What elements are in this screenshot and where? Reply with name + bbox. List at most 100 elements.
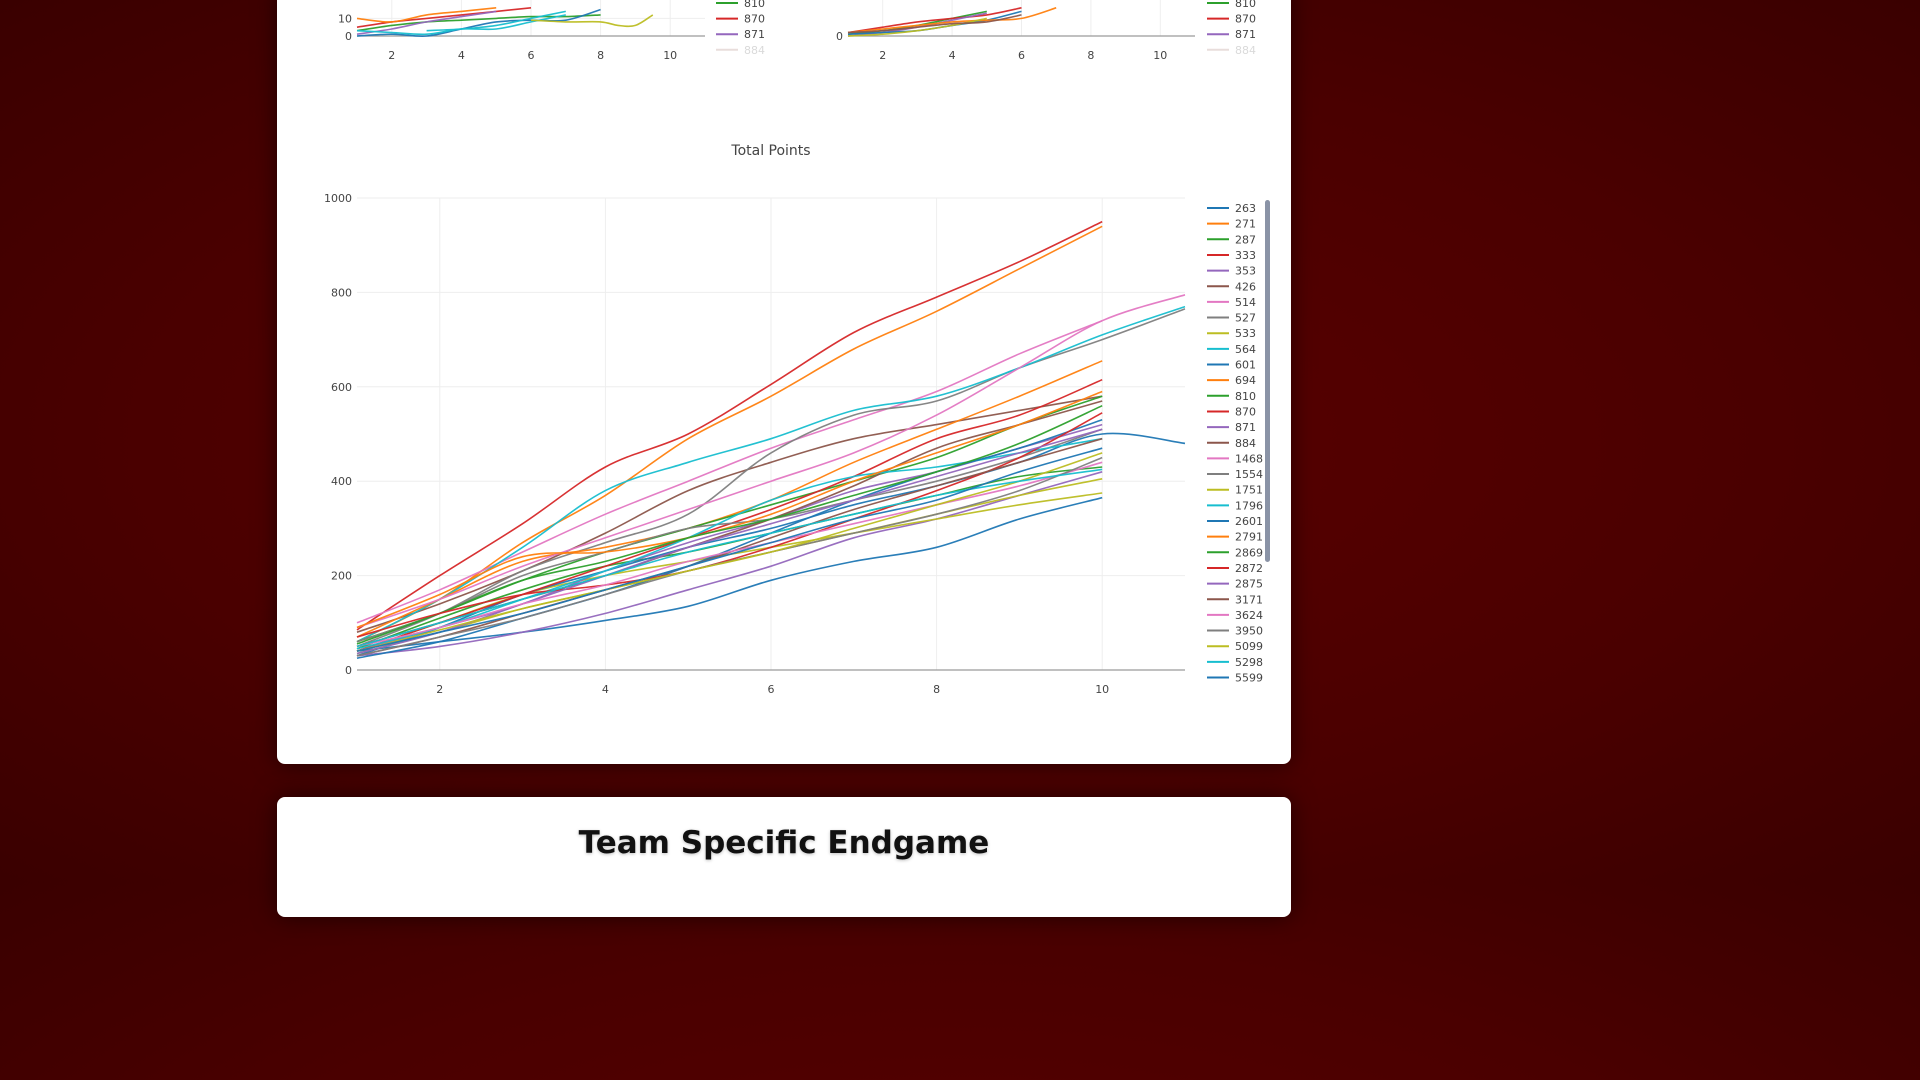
legend-label: 2872 <box>1235 562 1263 575</box>
series-line-5099 <box>356 452 1103 652</box>
legend-label: 2875 <box>1235 578 1263 591</box>
legend-label: 2791 <box>1235 531 1263 544</box>
legend-item-884[interactable]: 884 <box>1207 437 1256 450</box>
legend-label: 1751 <box>1235 484 1263 497</box>
legend-item-5298[interactable]: 5298 <box>1207 656 1263 669</box>
legend-item-810[interactable]: 810 <box>1207 0 1256 10</box>
series-line-3624 <box>356 461 1103 648</box>
legend-item-3950[interactable]: 3950 <box>1207 625 1263 638</box>
legend-label: 810 <box>744 0 765 10</box>
series-line-871 <box>356 10 497 35</box>
legend-item-533[interactable]: 533 <box>1207 327 1256 340</box>
legend-item-871[interactable]: 871 <box>1207 28 1256 41</box>
legend-label: 3950 <box>1235 625 1263 638</box>
series-line-514 <box>356 319 1103 624</box>
y-tick-label: 0 <box>345 664 352 677</box>
legend-label: 287 <box>1235 233 1256 246</box>
series-line-263 <box>356 496 1103 652</box>
legend-item-3624[interactable]: 3624 <box>1207 609 1263 622</box>
series-line-unnamed-6 <box>847 14 1022 34</box>
legend-item-1468[interactable]: 1468 <box>1207 452 1263 465</box>
series-line-564 <box>356 305 1186 643</box>
series-line-694 <box>356 360 1103 638</box>
legend-item-810[interactable]: 810 <box>716 0 765 10</box>
legend-fade <box>714 44 774 59</box>
legend-label: 527 <box>1235 312 1256 325</box>
legend-item-263[interactable]: 263 <box>1207 202 1256 215</box>
y-tick-label: 400 <box>331 475 352 488</box>
legend-label: 694 <box>1235 374 1256 387</box>
y-tick-label: 600 <box>331 381 352 394</box>
x-tick-label: 10 <box>663 49 677 62</box>
series-line-2791 <box>356 390 1103 629</box>
legend-item-870[interactable]: 870 <box>716 13 765 26</box>
legend-item-287[interactable]: 287 <box>1207 233 1256 246</box>
legend-label: 870 <box>744 13 765 26</box>
legend-item-870[interactable]: 870 <box>1207 405 1256 418</box>
series-line-353 <box>356 471 1103 657</box>
legend-item-2601[interactable]: 2601 <box>1207 515 1263 528</box>
legend-item-5599[interactable]: 5599 <box>1207 672 1263 685</box>
legend-label: 871 <box>744 28 765 41</box>
charts-card: 2468100108108708718842468100810870871884… <box>277 0 1291 764</box>
series-line-unnamed-7 <box>426 10 566 32</box>
x-tick-label: 2 <box>879 49 886 62</box>
legend-item-1796[interactable]: 1796 <box>1207 499 1263 512</box>
legend-item-353[interactable]: 353 <box>1207 265 1256 278</box>
endgame-card: Team Specific Endgame <box>277 797 1291 917</box>
x-tick-label: 4 <box>602 683 609 696</box>
legend-label: 353 <box>1235 265 1256 278</box>
legend-item-527[interactable]: 527 <box>1207 312 1256 325</box>
legend-scrollbar[interactable] <box>1265 200 1270 562</box>
x-tick-label: 6 <box>768 683 775 696</box>
legend-item-2869[interactable]: 2869 <box>1207 546 1263 559</box>
x-tick-label: 8 <box>597 49 604 62</box>
legend-item-426[interactable]: 426 <box>1207 280 1256 293</box>
series-line-unnamed-3 <box>356 8 601 37</box>
legend-label: 1796 <box>1235 499 1263 512</box>
section-title: Team Specific Endgame <box>578 825 990 861</box>
legend-label: 1554 <box>1235 468 1263 481</box>
series-line-2601 <box>356 419 1103 659</box>
legend-item-870[interactable]: 870 <box>1207 13 1256 26</box>
series-line-unnamed-6 <box>356 7 497 23</box>
legend-item-871[interactable]: 871 <box>1207 421 1256 434</box>
x-tick-label: 2 <box>388 49 395 62</box>
series-line-5298 <box>356 468 1103 648</box>
legend-item-1554[interactable]: 1554 <box>1207 468 1263 481</box>
legend-item-2875[interactable]: 2875 <box>1207 578 1263 591</box>
legend-label: 3171 <box>1235 593 1263 606</box>
series-line-unnamed-4 <box>847 7 1057 34</box>
legend-item-871[interactable]: 871 <box>716 28 765 41</box>
series-line-5599 <box>356 447 1103 652</box>
legend-item-271[interactable]: 271 <box>1207 218 1256 231</box>
legend-item-5099[interactable]: 5099 <box>1207 640 1263 653</box>
legend-item-514[interactable]: 514 <box>1207 296 1256 309</box>
legend-item-601[interactable]: 601 <box>1207 359 1256 372</box>
legend-item-1751[interactable]: 1751 <box>1207 484 1263 497</box>
series-line-870 <box>847 7 1022 34</box>
series-line-2872 <box>356 412 1103 638</box>
legend-item-3171[interactable]: 3171 <box>1207 593 1263 606</box>
series-line-1468 <box>356 294 1186 629</box>
legend-label: 5099 <box>1235 640 1263 653</box>
legend-item-2872[interactable]: 2872 <box>1207 562 1263 575</box>
legend-item-694[interactable]: 694 <box>1207 374 1256 387</box>
charts-svg: 2468100108108708718842468100810870871884… <box>324 0 1270 696</box>
x-tick-label: 10 <box>1095 683 1109 696</box>
legend-label: 3624 <box>1235 609 1263 622</box>
x-tick-label: 8 <box>933 683 940 696</box>
legend-label: 884 <box>1235 437 1256 450</box>
legend-item-564[interactable]: 564 <box>1207 343 1256 356</box>
legend-label: 601 <box>1235 359 1256 372</box>
legend-item-333[interactable]: 333 <box>1207 249 1256 262</box>
legend-label: 2601 <box>1235 515 1263 528</box>
legend-label: 271 <box>1235 218 1256 231</box>
legend-label: 5599 <box>1235 672 1263 685</box>
legend-item-810[interactable]: 810 <box>1207 390 1256 403</box>
y-tick-label: 0 <box>345 30 352 43</box>
x-tick-label: 6 <box>1018 49 1025 62</box>
y-tick-label: 200 <box>331 570 352 583</box>
legend-item-2791[interactable]: 2791 <box>1207 531 1263 544</box>
